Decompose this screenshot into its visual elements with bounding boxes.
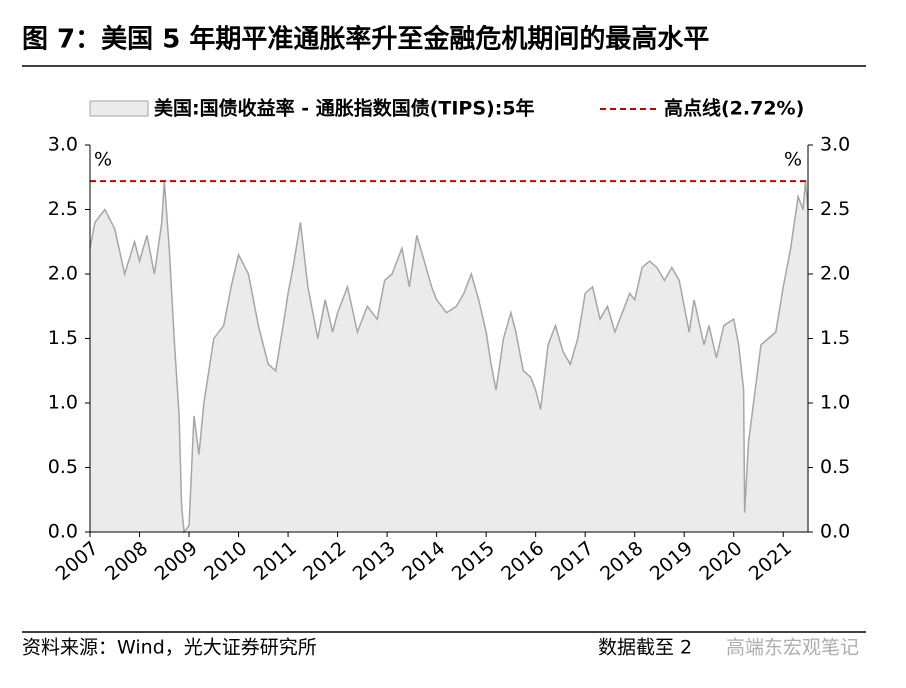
x-tick-label: 2015 <box>448 537 499 585</box>
y-tick-label: 2.0 <box>48 263 78 285</box>
y-tick-label: 1.0 <box>48 392 78 414</box>
y-tick-label: 2.5 <box>820 198 850 220</box>
x-tick-label: 2021 <box>745 537 796 585</box>
x-tick-label: 2007 <box>52 537 103 585</box>
watermark: 高端东宏观笔记 <box>726 637 859 659</box>
y-unit: % <box>784 149 802 171</box>
x-tick-label: 2018 <box>596 537 647 585</box>
x-tick-label: 2008 <box>101 537 152 585</box>
x-tick-label: 2012 <box>299 537 350 585</box>
y-tick-label: 0.5 <box>48 456 78 478</box>
y-tick-label: 0.5 <box>820 456 850 478</box>
source: 资料来源：Wind，光大证券研究所 <box>22 637 317 659</box>
x-tick-label: 2016 <box>497 537 548 585</box>
x-tick-label: 2019 <box>646 537 697 585</box>
y-tick-label: 0.0 <box>48 521 78 543</box>
x-tick-label: 2009 <box>151 537 202 585</box>
legend-label: 高点线(2.72%) <box>664 97 804 120</box>
x-tick-label: 2014 <box>398 537 449 585</box>
x-tick-label: 2013 <box>349 537 400 585</box>
x-tick-label: 2020 <box>695 537 746 585</box>
y-tick-label: 0.0 <box>820 521 850 543</box>
legend-swatch <box>89 100 149 117</box>
x-tick-label: 2011 <box>250 537 301 585</box>
y-tick-label: 3.0 <box>820 134 850 156</box>
y-tick-label: 3.0 <box>48 134 78 156</box>
x-tick-label: 2010 <box>200 537 251 585</box>
x-tick-label: 2017 <box>547 537 598 585</box>
legend-label: 美国:国债收益率 - 通胀指数国债(TIPS):5年 <box>154 97 535 120</box>
y-tick-label: 1.0 <box>820 392 850 414</box>
y-tick-label: 2.0 <box>820 263 850 285</box>
chart-title: 图 7：美国 5 年期平准通胀率升至金融危机期间的最高水平 <box>22 24 709 55</box>
y-tick-label: 1.5 <box>820 327 850 349</box>
area <box>90 181 808 532</box>
y-unit: % <box>94 149 112 171</box>
line <box>89 181 809 534</box>
y-tick-label: 1.5 <box>48 327 78 349</box>
note: 数据截至 2 <box>598 637 692 659</box>
y-tick-label: 2.5 <box>48 198 78 220</box>
